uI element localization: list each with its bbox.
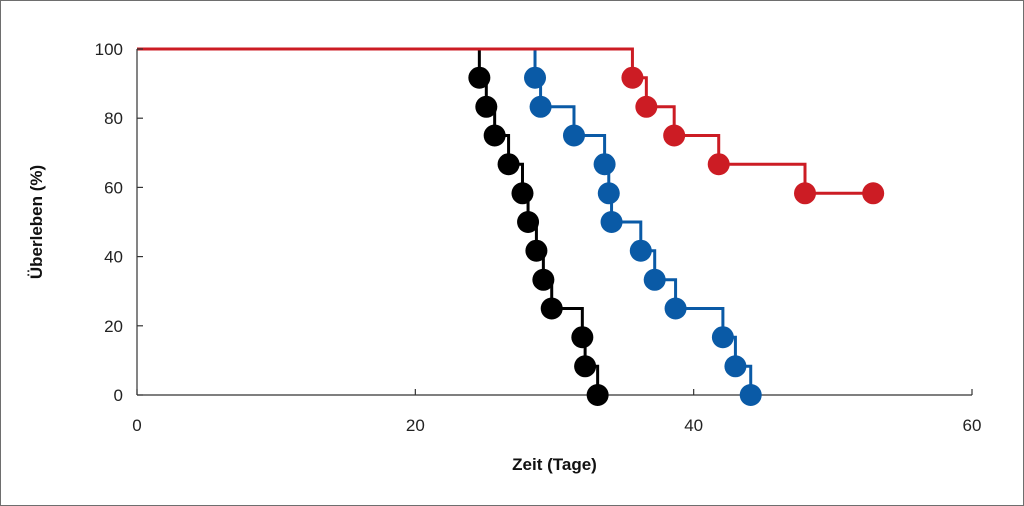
event-point-series-1 <box>586 384 609 406</box>
event-point-series-3 <box>635 95 658 118</box>
event-point-series-2 <box>643 268 666 291</box>
event-point-series-2 <box>529 95 552 118</box>
event-point-series-1 <box>540 297 563 320</box>
event-point-series-1 <box>497 153 520 176</box>
event-point-series-2 <box>600 211 623 233</box>
y-tick-label: 60 <box>104 178 123 197</box>
event-point-series-2 <box>524 66 547 89</box>
event-point-series-1 <box>475 95 498 118</box>
x-tick-label: 40 <box>684 416 703 435</box>
event-point-series-1 <box>574 355 597 378</box>
event-point-series-2 <box>664 297 687 320</box>
event-point-series-3 <box>707 153 730 176</box>
y-tick-label: 100 <box>95 40 123 59</box>
event-point-series-1 <box>483 124 506 147</box>
ticks-layer: 0 20 40 60 0 20 40 60 80 100 <box>95 40 982 435</box>
event-point-series-2 <box>629 239 652 262</box>
event-point-series-1 <box>511 182 534 205</box>
event-point-series-1 <box>571 326 594 349</box>
event-point-series-2 <box>593 153 616 176</box>
y-tick-label: 0 <box>114 386 123 405</box>
event-point-series-3 <box>794 182 816 205</box>
event-point-series-2 <box>739 384 762 406</box>
y-axis-label: Überleben (%) <box>27 165 46 279</box>
y-tick-label: 80 <box>104 109 123 128</box>
x-tick-label: 20 <box>406 416 425 435</box>
censored-point-series-3 <box>862 182 885 205</box>
axes-layer <box>136 49 972 396</box>
y-tick-label: 20 <box>104 317 123 336</box>
event-point-series-2 <box>597 182 620 205</box>
y-tick-label: 40 <box>104 248 123 267</box>
event-point-series-2 <box>562 124 585 147</box>
event-point-series-3 <box>663 124 686 147</box>
survival-curve-2 <box>137 47 753 395</box>
event-point-series-2 <box>724 355 747 378</box>
event-point-series-1 <box>468 66 491 89</box>
event-point-series-3 <box>621 66 644 89</box>
x-axis-label: Zeit (Tage) <box>512 455 597 474</box>
event-point-series-1 <box>525 239 548 262</box>
x-tick-label: 60 <box>963 416 982 435</box>
curves-layer <box>137 47 874 395</box>
event-point-series-1 <box>517 211 540 233</box>
event-point-series-1 <box>532 268 555 291</box>
event-point-series-2 <box>711 326 734 349</box>
markers-layer <box>468 66 885 406</box>
x-tick-label: 0 <box>132 416 141 435</box>
